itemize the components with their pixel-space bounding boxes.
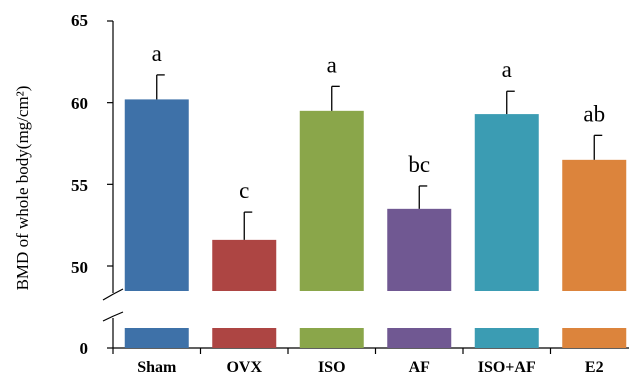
x-tick-label: AF bbox=[409, 359, 431, 376]
x-tick-label: E2 bbox=[585, 359, 604, 376]
axis-break-mark bbox=[102, 311, 124, 322]
bar-ovx bbox=[212, 239, 277, 291]
bar-base-iso-af bbox=[474, 328, 539, 348]
y-tick-label-zero: 0 bbox=[80, 339, 89, 358]
bar-base-sham bbox=[124, 328, 189, 348]
y-tick-label: 55 bbox=[71, 176, 88, 195]
significance-label: a bbox=[502, 57, 512, 82]
bar-iso-af bbox=[474, 114, 539, 291]
bars bbox=[124, 74, 627, 348]
significance-label: c bbox=[239, 178, 249, 203]
x-tick-label: ISO+AF bbox=[478, 359, 536, 376]
y-tick-label: 65 bbox=[71, 11, 88, 30]
axis-break-mark bbox=[102, 288, 124, 301]
x-tick-label: Sham bbox=[137, 359, 177, 376]
y-tick-label: 50 bbox=[71, 258, 88, 277]
significance-label: a bbox=[327, 52, 337, 77]
x-tick-label: OVX bbox=[226, 359, 262, 376]
bar-base-iso bbox=[299, 328, 364, 348]
significance-label: bc bbox=[408, 152, 430, 177]
bar-sham bbox=[124, 99, 189, 292]
significance-label: a bbox=[152, 41, 162, 66]
significance-label: ab bbox=[583, 101, 605, 126]
bar-base-e2 bbox=[562, 328, 627, 348]
bar-base-af bbox=[387, 328, 452, 348]
bar-iso bbox=[299, 110, 364, 291]
y-tick-label: 60 bbox=[71, 94, 88, 113]
labels: a Sham c OVX a ISO bc AF a ISO+AF ab E2 bbox=[137, 41, 605, 376]
y-axis-title: BMD of whole body(mg/cm²) bbox=[13, 86, 32, 291]
bar-e2 bbox=[562, 159, 627, 291]
bar-base-ovx bbox=[212, 328, 277, 348]
axes bbox=[102, 20, 629, 354]
bar-af bbox=[387, 208, 452, 291]
x-tick-label: ISO bbox=[318, 359, 346, 376]
